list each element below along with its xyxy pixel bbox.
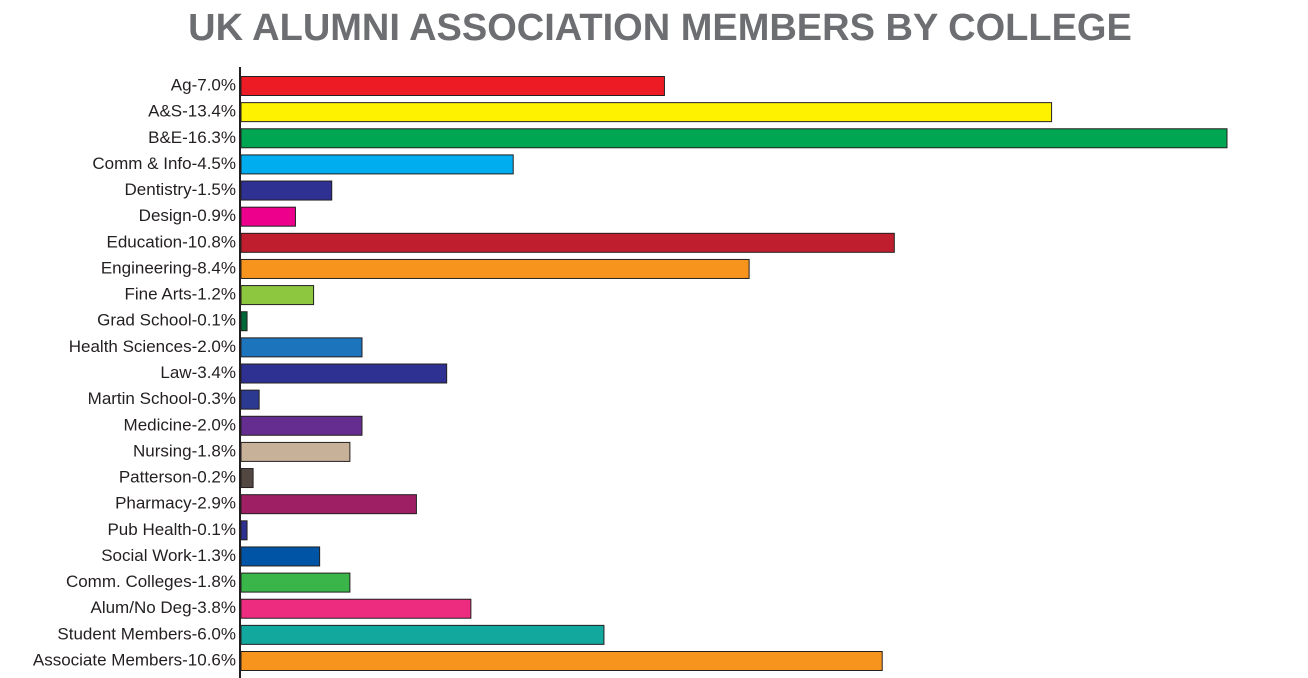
category-label: Education-10.8% xyxy=(107,232,236,251)
bar xyxy=(240,494,417,515)
category-label: Student Members-6.0% xyxy=(57,624,236,643)
bar xyxy=(240,546,321,567)
category-label: Pub Health-0.1% xyxy=(107,520,236,539)
bar xyxy=(240,441,351,462)
bar xyxy=(240,415,363,436)
bar xyxy=(240,285,315,306)
bar xyxy=(240,363,448,384)
bar xyxy=(240,572,351,593)
category-label: Law-3.4% xyxy=(160,363,236,382)
category-label: Grad School-0.1% xyxy=(97,311,236,330)
category-label: B&E-16.3% xyxy=(148,128,236,147)
category-label: Martin School-0.3% xyxy=(88,389,236,408)
bar xyxy=(240,389,260,410)
bar xyxy=(240,206,296,227)
category-label: Fine Arts-1.2% xyxy=(125,285,237,304)
bar xyxy=(240,468,254,489)
bar xyxy=(240,258,750,279)
category-label: Dentistry-1.5% xyxy=(125,180,236,199)
category-label: Health Sciences-2.0% xyxy=(69,337,236,356)
category-label: Comm. Colleges-1.8% xyxy=(66,572,236,591)
category-label: Associate Members-10.6% xyxy=(33,650,236,669)
bar xyxy=(240,180,333,201)
bar xyxy=(240,598,472,619)
bar xyxy=(240,520,248,541)
category-label: Social Work-1.3% xyxy=(101,546,236,565)
category-label: Ag-7.0% xyxy=(171,75,236,94)
category-label: Patterson-0.2% xyxy=(119,468,236,487)
bar xyxy=(240,76,665,96)
bar xyxy=(240,102,1053,123)
bar xyxy=(240,624,605,645)
category-label: Engineering-8.4% xyxy=(101,258,236,277)
chart-title: UK ALUMNI ASSOCIATION MEMBERS BY COLLEGE xyxy=(188,7,1132,49)
bar xyxy=(240,128,1228,149)
bar xyxy=(240,311,248,332)
bar xyxy=(240,232,895,253)
category-label: Design-0.9% xyxy=(139,206,236,225)
category-label: Pharmacy-2.9% xyxy=(115,494,236,513)
bar xyxy=(240,154,514,175)
category-label: Alum/No Deg-3.8% xyxy=(90,598,236,617)
category-label: A&S-13.4% xyxy=(148,102,236,121)
category-label: Comm & Info-4.5% xyxy=(92,154,236,173)
bar xyxy=(240,337,363,358)
category-label: Medicine-2.0% xyxy=(124,415,236,434)
bar xyxy=(240,651,883,671)
category-label: Nursing-1.8% xyxy=(133,441,236,460)
